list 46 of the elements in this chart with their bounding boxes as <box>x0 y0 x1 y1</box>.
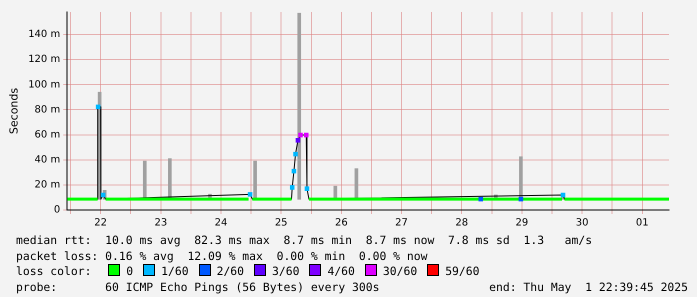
bar <box>253 160 257 200</box>
legend-label: 2/60 <box>216 264 244 280</box>
y-tick-label: 40 m <box>34 154 60 166</box>
point <box>298 132 303 138</box>
y-tick-label: 80 m <box>34 104 60 116</box>
legend-label: 59/60 <box>445 264 480 280</box>
point <box>518 196 524 202</box>
x-tick-label: 25 <box>274 218 288 229</box>
x-tick-label: 01 <box>636 218 649 229</box>
y-tick-label: 60 m <box>34 129 60 140</box>
legend-label: 30/60 <box>382 264 418 280</box>
x-tick-label: 22 <box>94 218 108 229</box>
x-tick-label: 29 <box>516 218 528 229</box>
x-tick-label: 27 <box>395 218 408 229</box>
point <box>96 104 100 110</box>
y-tick-label: 140 m <box>28 29 60 40</box>
legend-label: 4/60 <box>327 264 355 280</box>
point <box>296 138 300 143</box>
y-tick-label: 20 m <box>34 180 60 191</box>
point <box>290 185 294 190</box>
x-tick-label: 30 <box>576 218 588 229</box>
bar <box>297 12 302 200</box>
y-tick-label: 120 m <box>28 54 60 66</box>
text: end: Thu May 1 22:39:45 2025 <box>489 280 688 295</box>
point <box>292 168 296 174</box>
point <box>293 152 298 156</box>
legend-label: 0 <box>126 264 134 280</box>
text: packet loss: 0.16 % avg 12.09 % max 0.00 % min 0.00 % now <box>16 248 428 264</box>
point <box>248 192 252 197</box>
x-tick-label: 23 <box>154 218 168 229</box>
point <box>304 132 309 138</box>
legend-title: loss color: <box>16 264 92 280</box>
point <box>478 196 484 202</box>
x-tick-label: 24 <box>214 218 228 229</box>
y-tick-label: 100 m <box>28 79 60 90</box>
x-tick-label: 28 <box>455 218 468 229</box>
y-axis-title: Seconds <box>7 88 20 134</box>
text: probe: 60 ICMP Echo Pings (56 Bytes) every 300s <box>16 280 380 295</box>
x-tick-label: 26 <box>334 218 348 229</box>
y-tick-label: 0 <box>54 204 60 216</box>
text: median rtt: 10.0 ms avg 82.3 ms max 8.7 ms min 8.7 ms now 7.8 ms sd 1.3 am/s <box>16 233 592 248</box>
point <box>304 186 310 191</box>
legend-label: 1/60 <box>161 264 189 280</box>
point <box>100 192 106 198</box>
legend-label: 3/60 <box>272 264 300 280</box>
point <box>560 192 566 198</box>
